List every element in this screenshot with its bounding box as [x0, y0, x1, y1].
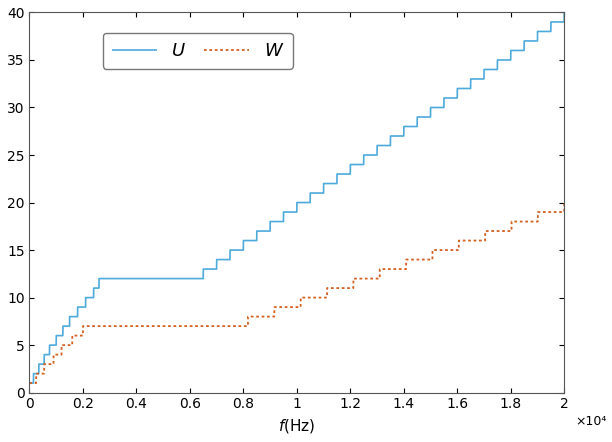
- $\mathit{U}$: [26, 381, 33, 386]
- $\mathit{W}$: [26, 381, 33, 386]
- $\mathit{W}$: [348, 286, 355, 291]
- Legend: $\mathit{U}$, $\mathit{W}$: $\mathit{U}$, $\mathit{W}$: [103, 33, 293, 69]
- Text: ×10⁴: ×10⁴: [575, 415, 606, 428]
- $\mathit{W}$: [231, 324, 238, 329]
- $\mathit{W}$: [316, 295, 323, 300]
- X-axis label: $\mathit{f}$(Hz): $\mathit{f}$(Hz): [278, 417, 316, 435]
- $\mathit{U}$: [423, 114, 430, 120]
- Line: $\mathit{W}$: $\mathit{W}$: [29, 202, 564, 383]
- $\mathit{U}$: [348, 162, 355, 167]
- $\mathit{U}$: [231, 248, 238, 253]
- $\mathit{W}$: [62, 343, 69, 348]
- $\mathit{U}$: [561, 10, 568, 15]
- $\mathit{W}$: [423, 257, 430, 262]
- $\mathit{W}$: [154, 324, 162, 329]
- $\mathit{U}$: [316, 191, 323, 196]
- $\mathit{W}$: [561, 200, 568, 205]
- $\mathit{U}$: [154, 276, 162, 281]
- Line: $\mathit{U}$: $\mathit{U}$: [29, 12, 564, 383]
- $\mathit{U}$: [62, 324, 69, 329]
